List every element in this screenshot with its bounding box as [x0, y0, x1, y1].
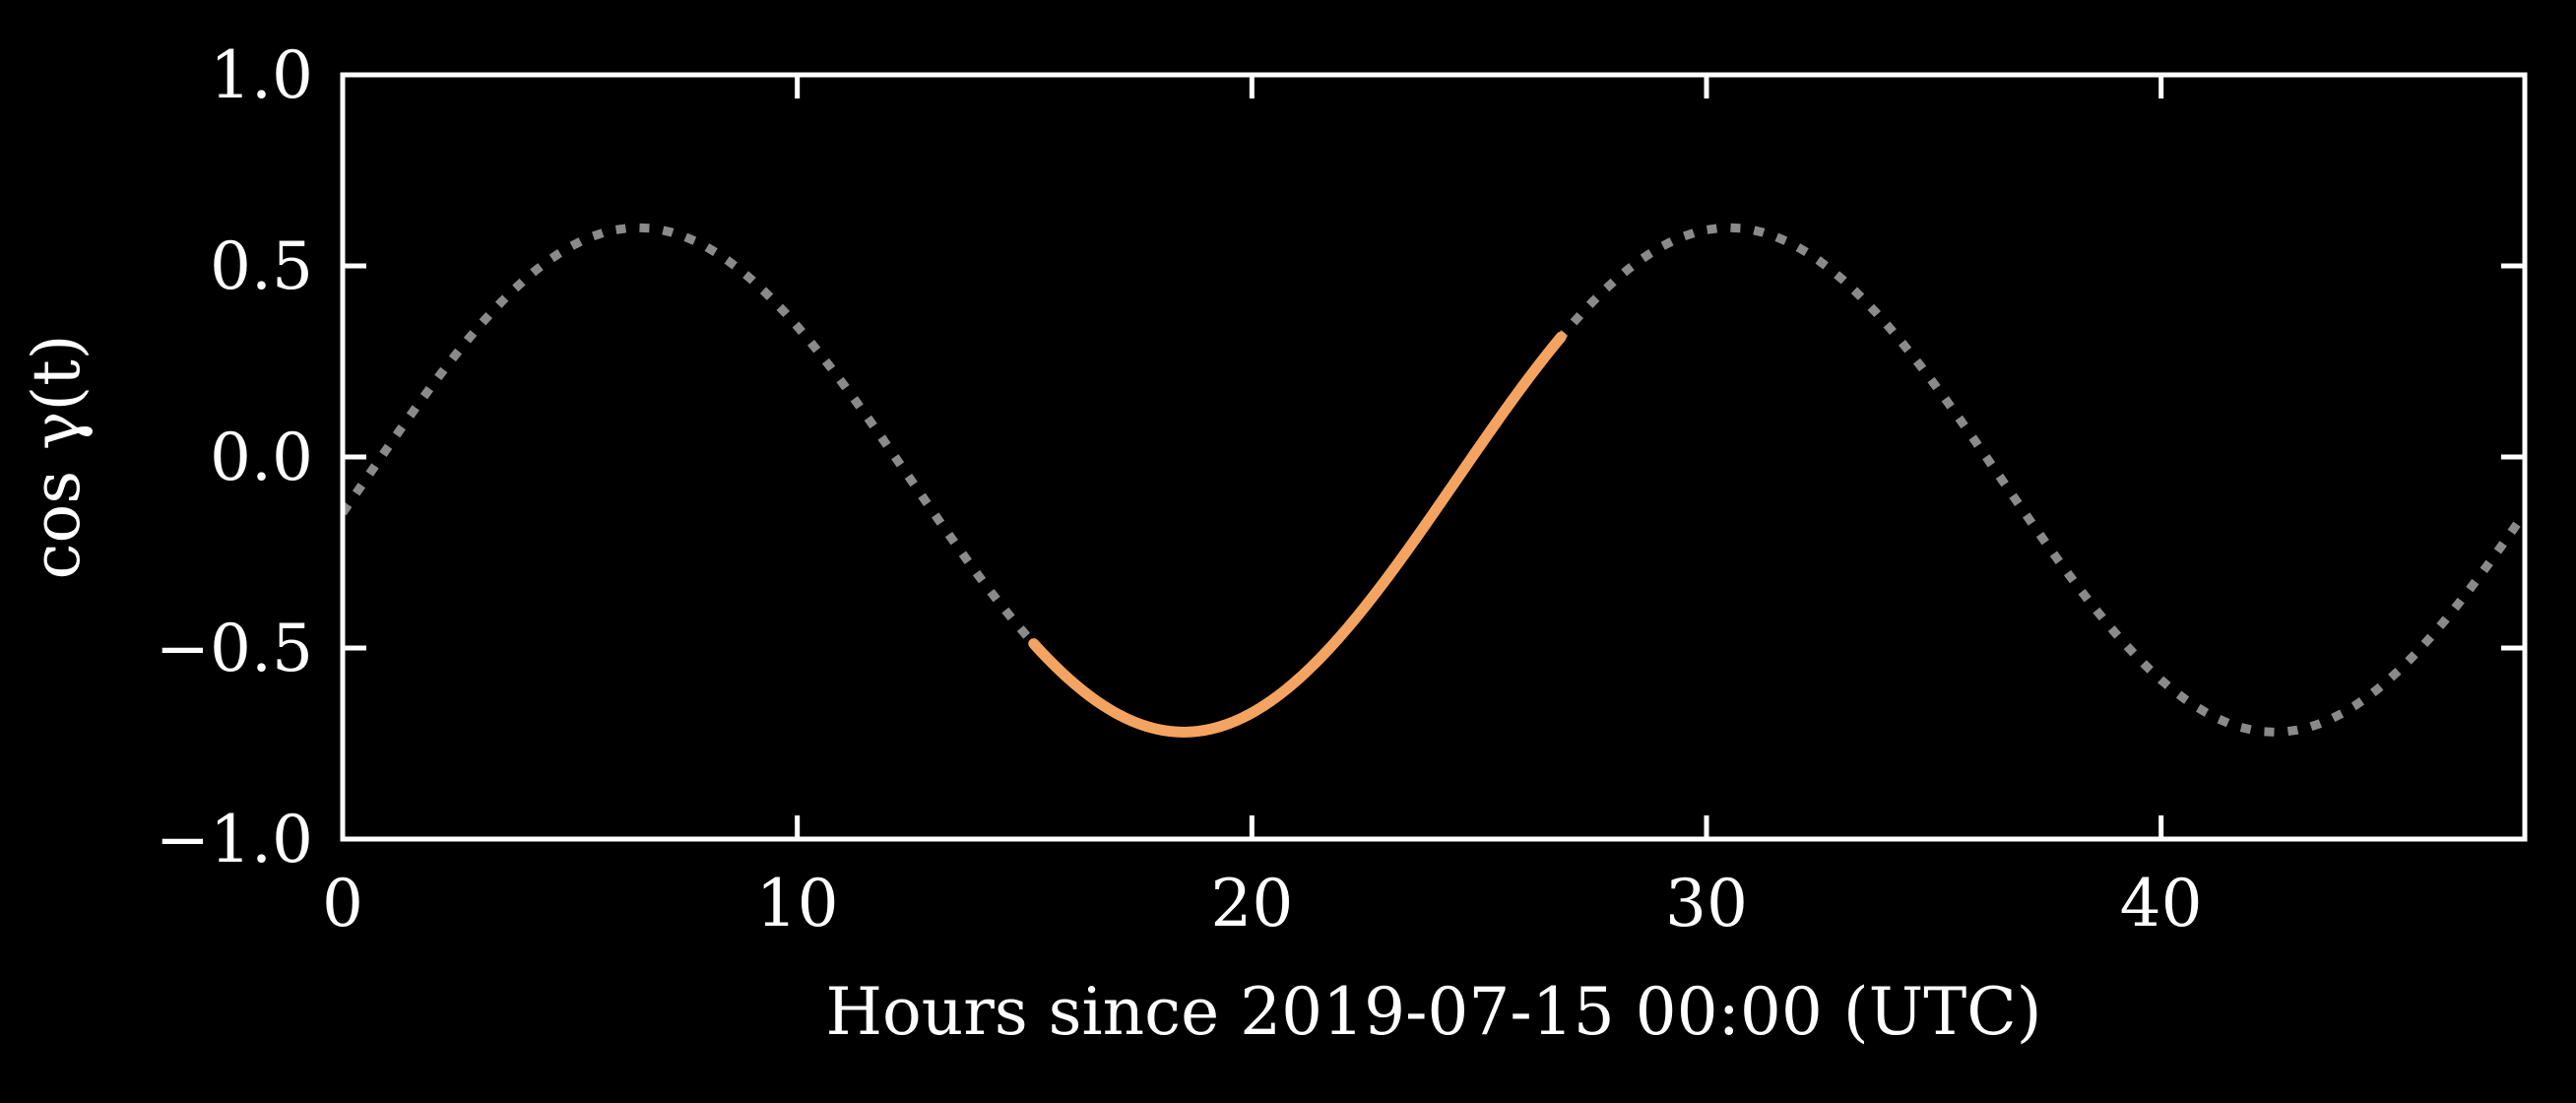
x-axis-label: Hours since 2019-07-15 00:00 (UTC) — [825, 974, 2041, 1050]
x-tick-label: 40 — [2120, 866, 2203, 941]
y-tick-label: −1.0 — [156, 802, 313, 877]
x-tick-label: 30 — [1665, 866, 1748, 941]
x-tick-label: 0 — [322, 866, 363, 941]
x-tick-label: 20 — [1210, 866, 1293, 941]
y-tick-label: −0.5 — [156, 611, 313, 686]
series-line-full-dotted — [343, 223, 2525, 737]
y-tick-label: 0.5 — [210, 228, 313, 304]
x-tick-label: 10 — [756, 866, 839, 941]
y-tick-label: 1.0 — [210, 37, 313, 113]
series-line-observation-solid — [1028, 331, 1567, 738]
y-tick-label: 0.0 — [210, 420, 313, 495]
y-axis-label: cos γ(t) — [19, 334, 95, 579]
